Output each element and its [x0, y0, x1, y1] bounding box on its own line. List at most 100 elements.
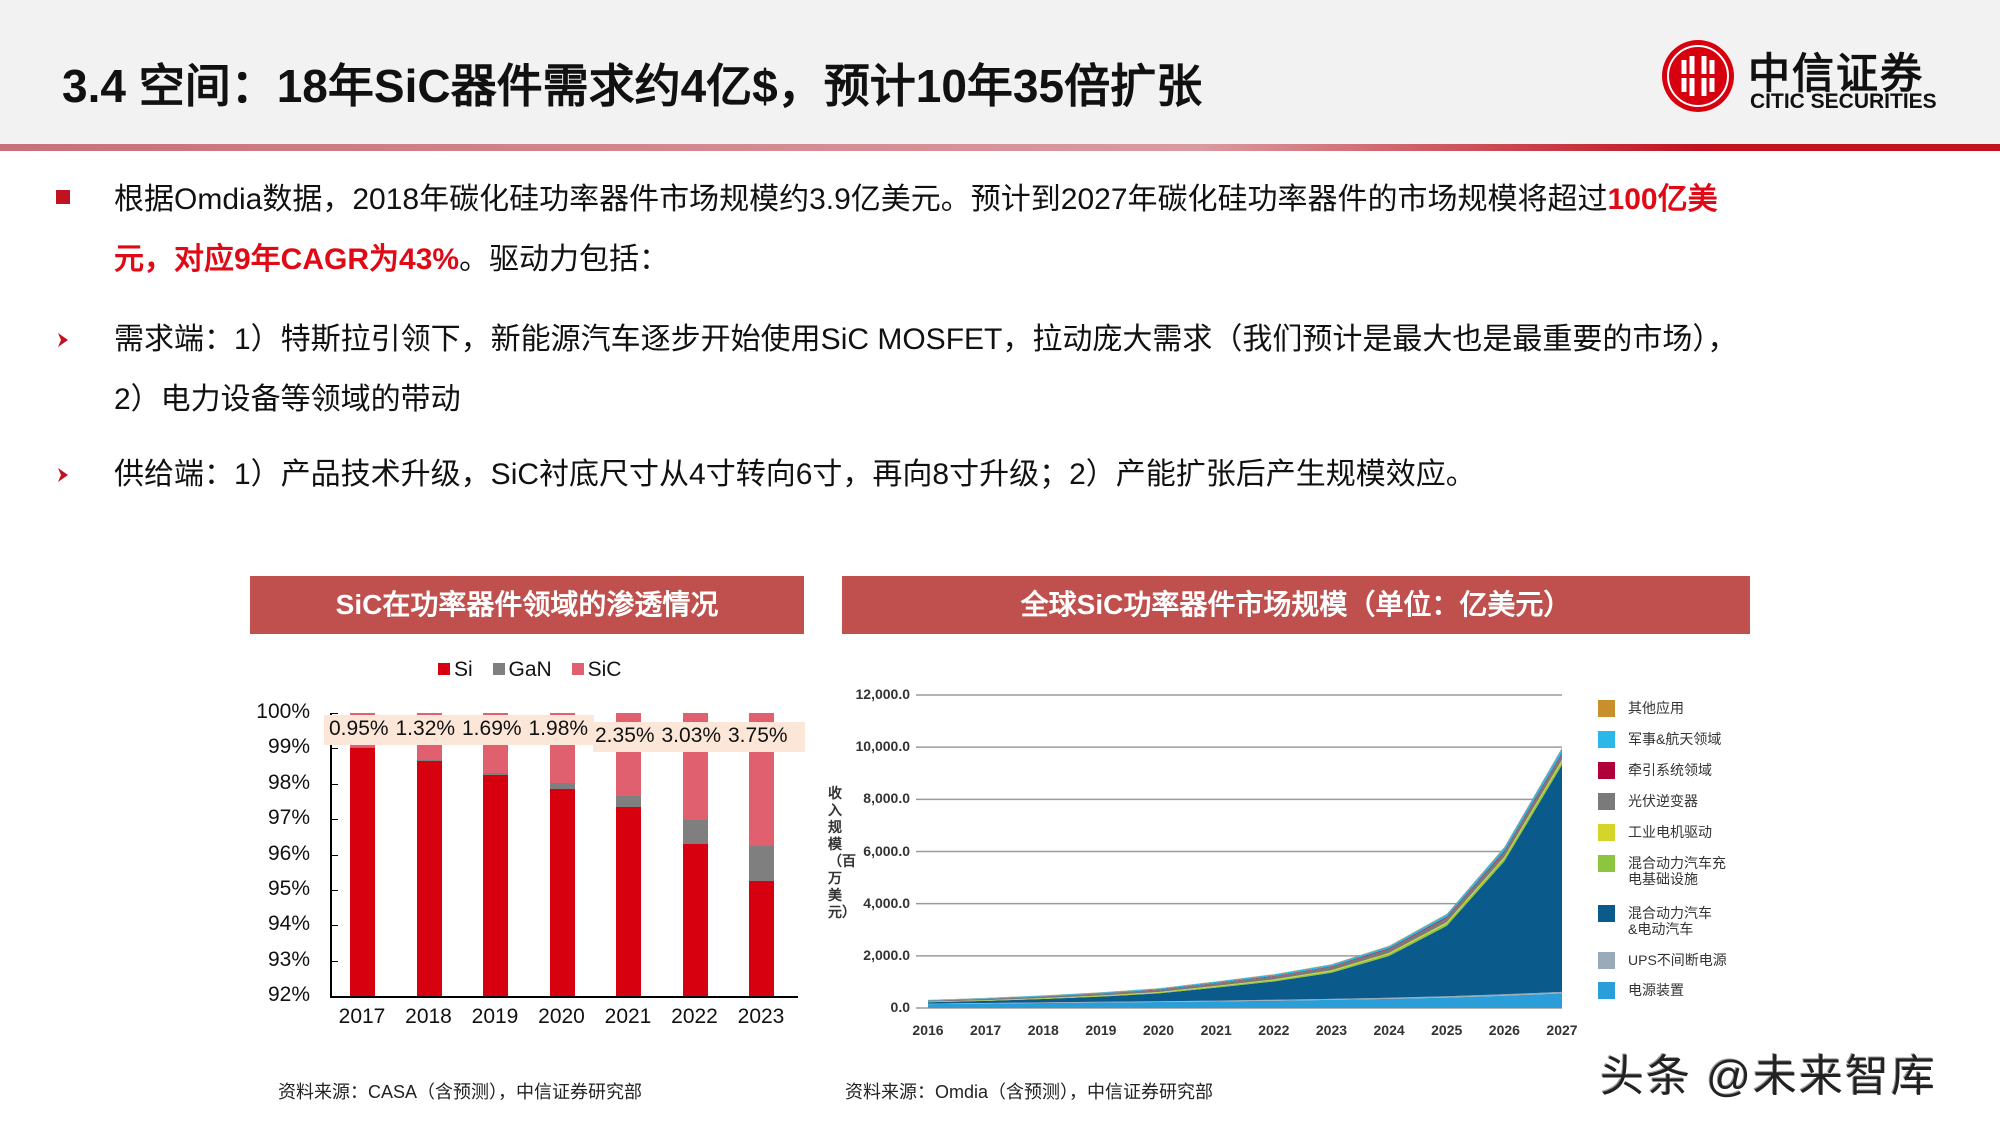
bar-segment-gan [682, 820, 708, 844]
legend-label: Si [454, 658, 473, 681]
logo-text-cn: 中信证券 [1748, 49, 1925, 98]
square-bullet-icon [56, 190, 70, 204]
y-tick-label: 95% [267, 876, 310, 900]
citic-logo: 中信证券 CITIC SECURITIES [1660, 38, 1960, 118]
x-tick-label: 2017 [338, 1005, 386, 1028]
x-tick-label: 2017 [970, 1022, 1002, 1038]
area-series [928, 764, 1562, 1004]
y-tick-label: 100% [256, 700, 310, 723]
slide-header: 3.4 空间：18年SiC器件需求约4亿$，预计10年35倍扩张 中信证券 CI… [0, 0, 2000, 145]
legend-label: 混合动力汽车充 电基础设施 [1628, 855, 1726, 887]
left-chart-source: 资料来源：CASA（含预测），中信证券研究部 [278, 1082, 643, 1102]
y-tick-mark [330, 925, 338, 927]
bar-segment-si [682, 843, 708, 996]
bar-segment-gan [483, 772, 508, 775]
left-chart-legend: Si GaN SiC [438, 658, 635, 682]
y-tick-mark [330, 854, 338, 856]
bar-segment-gan [749, 845, 774, 882]
x-tick-label: 2021 [1200, 1022, 1232, 1038]
x-tick-label: 2024 [1373, 1022, 1405, 1038]
legend-item-gan: GaN [492, 658, 552, 681]
y-tick-label: 97% [267, 806, 310, 830]
x-tick-label: 2019 [471, 1005, 519, 1028]
legend-label: SiC [587, 658, 622, 681]
x-tick-label: 2020 [1142, 1022, 1175, 1038]
legend-item-si: Si [438, 658, 473, 681]
bar-segment-gan [416, 759, 442, 761]
legend-label: 其他应用 [1628, 700, 1684, 716]
legend-label: 军事&航天领域 [1628, 731, 1722, 747]
bar-segment-gan [549, 783, 575, 790]
legend-label: 混合动力汽车 &电动汽车 [1628, 905, 1712, 937]
legend-label: 光伏逆变器 [1628, 793, 1698, 809]
bar-segment-si [416, 760, 442, 996]
legend-swatch [1598, 700, 1615, 717]
y-tick-label: 4,000.0 [863, 894, 910, 911]
sic-share-label: 3.75% [728, 724, 788, 747]
sic-share-label: 0.95% [329, 717, 389, 740]
bullet-text: 需求端：1）特斯拉引领下，新能源汽车逐步开始使用SiC MOSFET，拉动庞大需… [114, 323, 1738, 356]
sic-share-label: 3.03% [661, 724, 722, 747]
bullet-text: 。驱动力包括： [459, 243, 670, 276]
citic-logo-icon [1662, 40, 1734, 112]
legend-swatch [1598, 731, 1615, 748]
legend-swatch [1598, 855, 1615, 872]
legend-swatch [1598, 793, 1615, 810]
legend-label: 电源装置 [1628, 982, 1684, 998]
legend-swatch [1598, 905, 1615, 922]
sic-share-label: 1.32% [395, 717, 456, 740]
x-tick-label: 2018 [405, 1005, 452, 1028]
x-tick-label: 2023 [1315, 1022, 1348, 1038]
watermark: 头条 @未来智库 [1600, 1052, 1937, 1101]
x-tick-label: 2026 [1488, 1022, 1520, 1038]
left-chart-baseline [330, 996, 798, 998]
y-tick-mark [330, 996, 338, 997]
legend-label: UPS不间断电源 [1628, 952, 1727, 968]
legend-label: 牵引系统领域 [1628, 762, 1712, 778]
bar-segment-si [549, 789, 575, 996]
x-tick-label: 2022 [671, 1005, 718, 1028]
bullet-text: 根据Omdia数据，2018年碳化硅功率器件市场规模约3.9亿美元。预计到202… [114, 183, 1608, 216]
bar-segment-si [749, 881, 774, 996]
y-tick-label: 94% [267, 912, 310, 936]
y-tick-label: 98% [267, 770, 310, 794]
legend-label: 工业电机驱动 [1628, 824, 1712, 840]
y-tick-mark [330, 819, 338, 821]
arrow-bullet-icon [58, 468, 68, 482]
legend-label: GaN [508, 658, 552, 681]
data-label-background [324, 715, 594, 745]
bullet-highlight: 元，对应9年CAGR为43% [114, 243, 460, 276]
bar-segment-si [616, 806, 641, 996]
y-tick-label: 8,000.0 [863, 790, 910, 807]
y-tick-label: 0.0 [890, 999, 910, 1015]
arrow-bullet-icon [58, 333, 68, 347]
right-chart-title: 全球SiC功率器件市场规模（单位：亿美元） [842, 576, 1750, 634]
bar-segment-gan [616, 796, 641, 807]
left-chart-title: SiC在功率器件领域的渗透情况 [250, 576, 804, 634]
data-label-background [593, 722, 805, 752]
y-tick-mark [330, 748, 338, 750]
bar-segment-gan [350, 746, 375, 749]
bullet-text: 供给端：1）产品技术升级，SiC衬底尺寸从4寸转向6寸，再向8寸升级；2）产能扩… [114, 458, 1476, 491]
right-area-chart [916, 694, 1562, 1009]
sic-share-label: 1.98% [528, 717, 589, 740]
y-tick-label: 92% [267, 983, 310, 1006]
x-tick-label: 2023 [737, 1005, 785, 1028]
legend-swatch [1598, 762, 1615, 779]
y-tick-mark [330, 783, 338, 785]
x-tick-label: 2025 [1431, 1022, 1463, 1038]
legend-swatch [1598, 824, 1615, 841]
bullet-text: 2）电力设备等领域的带动 [114, 383, 461, 416]
legend-swatch [1598, 952, 1615, 969]
x-tick-label: 2016 [912, 1022, 944, 1038]
x-tick-label: 2018 [1027, 1022, 1059, 1038]
legend-swatch [1598, 982, 1615, 999]
y-tick-mark [330, 889, 338, 891]
logo-text-en: CITIC SECURITIES [1750, 90, 1937, 113]
bar-segment-si [350, 748, 375, 996]
y-tick-label: 6,000.0 [863, 842, 910, 859]
slide-title: 3.4 空间：18年SiC器件需求约4亿$，预计10年35倍扩张 [62, 60, 1203, 112]
x-tick-label: 2022 [1258, 1022, 1290, 1038]
x-tick-label: 2020 [538, 1005, 585, 1028]
y-tick-mark [330, 713, 338, 714]
